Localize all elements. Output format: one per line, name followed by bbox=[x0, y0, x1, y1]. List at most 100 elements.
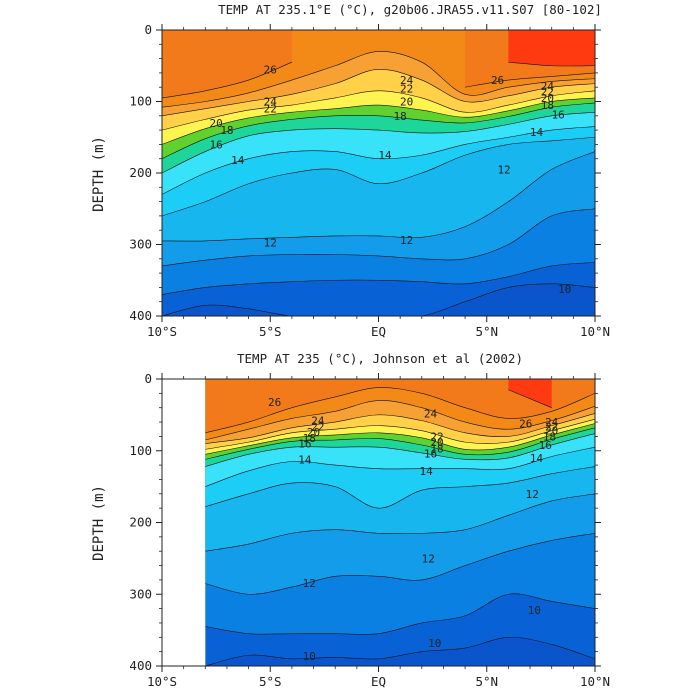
isotherm-12 bbox=[162, 151, 595, 242]
contour-label: 14 bbox=[530, 452, 544, 465]
contour-label: 12 bbox=[497, 163, 510, 176]
contour-label: 22 bbox=[541, 85, 554, 98]
isotherm-13 bbox=[205, 466, 596, 509]
x-tick-label: 10°S bbox=[147, 674, 177, 689]
y-tick-label: 200 bbox=[129, 515, 152, 530]
isotherm-22 bbox=[162, 90, 595, 131]
isotherm-9 bbox=[162, 283, 595, 316]
isotherm-26 bbox=[465, 72, 595, 88]
contour-label: 14 bbox=[298, 453, 312, 466]
x-tick-label: 10°N bbox=[580, 674, 610, 689]
contour-label: 14 bbox=[420, 465, 434, 478]
y-tick-label: 0 bbox=[144, 22, 152, 37]
y-tick-label: 100 bbox=[129, 443, 152, 458]
isotherm-24 bbox=[205, 413, 596, 444]
temperature-band-26 bbox=[162, 30, 292, 98]
isotherm-20 bbox=[162, 97, 595, 145]
contour-label: 16 bbox=[552, 108, 565, 121]
contour-label: 12 bbox=[264, 236, 277, 249]
contour-label: 16 bbox=[424, 448, 437, 461]
chart-title: TEMP AT 235.1°E (°C), g20b06.JRA55.v11.S… bbox=[218, 2, 602, 17]
x-tick-label: EQ bbox=[371, 324, 386, 339]
isotherm-25 bbox=[205, 400, 596, 441]
isotherm-12 bbox=[205, 493, 596, 552]
contour-label: 12 bbox=[400, 234, 413, 247]
contour-label: 26 bbox=[264, 63, 277, 76]
y-tick-label: 0 bbox=[144, 371, 152, 386]
panel-model: TEMP AT 235.1°E (°C), g20b06.JRA55.v11.S… bbox=[91, 2, 610, 339]
contour-label: 24 bbox=[264, 96, 278, 109]
temperature-band-27 bbox=[508, 379, 552, 408]
x-tick-label: 5°N bbox=[475, 674, 498, 689]
y-axis-label: DEPTH (m) bbox=[91, 136, 107, 212]
contour-label: 20 bbox=[541, 92, 554, 105]
contour-label: 16 bbox=[210, 138, 223, 151]
isotherm-26 bbox=[162, 61, 293, 99]
contour-label: 20 bbox=[545, 425, 558, 438]
contour-label: 14 bbox=[378, 149, 392, 162]
y-tick-label: 100 bbox=[129, 94, 152, 109]
contour-label: 24 bbox=[545, 416, 559, 429]
isotherm-24 bbox=[162, 69, 595, 117]
temperature-band-26 bbox=[205, 379, 596, 433]
isotherm-11 bbox=[162, 208, 595, 267]
x-tick-label: 5°N bbox=[475, 324, 498, 339]
contour-label: 26 bbox=[519, 417, 532, 430]
isotherm-14 bbox=[162, 126, 595, 195]
contour-label: 10 bbox=[528, 604, 541, 617]
contour-label: 18 bbox=[543, 430, 556, 443]
isotherm-11 bbox=[205, 532, 596, 595]
isotherm-22 bbox=[205, 418, 596, 450]
y-tick-label: 300 bbox=[129, 586, 152, 601]
contour-label: 24 bbox=[541, 80, 555, 93]
x-tick-label: 5°S bbox=[259, 674, 282, 689]
contour-label: 18 bbox=[394, 110, 407, 123]
isotherm-16 bbox=[162, 111, 595, 174]
contour-label: 26 bbox=[491, 74, 504, 87]
isotherm-14 bbox=[205, 446, 596, 487]
contour-label: 14 bbox=[530, 126, 544, 139]
temperature-band-27 bbox=[508, 30, 595, 67]
y-tick-label: 400 bbox=[129, 658, 152, 673]
contour-label: 20 bbox=[400, 96, 413, 109]
x-tick-label: 5°S bbox=[259, 324, 282, 339]
contour-label: 18 bbox=[220, 124, 233, 137]
isotherm-18 bbox=[205, 427, 596, 460]
contour-label: 24 bbox=[311, 415, 325, 428]
contour-label: 20 bbox=[210, 117, 223, 130]
isotherm-25 bbox=[162, 51, 595, 108]
contour-label: 22 bbox=[264, 103, 277, 116]
contour-label: 18 bbox=[430, 443, 443, 456]
isotherm-16 bbox=[205, 433, 596, 467]
contour-label: 20 bbox=[430, 436, 443, 449]
contour-label: 18 bbox=[541, 99, 554, 112]
isotherm-9 bbox=[205, 636, 596, 666]
contour-label: 16 bbox=[539, 439, 552, 452]
contour-label: 24 bbox=[424, 407, 438, 420]
contour-label: 12 bbox=[422, 552, 435, 565]
panel-observations: TEMP AT 235 (°C), Johnson et al (2002) 2… bbox=[91, 351, 610, 689]
contour-label: 10 bbox=[428, 637, 441, 650]
contour-label: 24 bbox=[400, 74, 414, 87]
isotherm-18 bbox=[162, 102, 595, 159]
y-axis-label: DEPTH (m) bbox=[91, 485, 107, 561]
chart-title: TEMP AT 235 (°C), Johnson et al (2002) bbox=[237, 351, 523, 366]
contour-label: 22 bbox=[311, 420, 324, 433]
isotherm-10 bbox=[162, 262, 595, 295]
isotherm-20 bbox=[205, 423, 596, 455]
isotherm-27 bbox=[508, 389, 552, 408]
contour-label: 22 bbox=[400, 83, 413, 96]
x-tick-label: EQ bbox=[371, 674, 386, 689]
contour-label: 22 bbox=[430, 430, 443, 443]
contour-label: 22 bbox=[545, 420, 558, 433]
y-tick-label: 400 bbox=[129, 308, 152, 323]
isotherm-26 bbox=[205, 387, 596, 434]
contour-label: 16 bbox=[298, 438, 311, 451]
contour-label: 18 bbox=[303, 432, 316, 445]
y-tick-label: 200 bbox=[129, 165, 152, 180]
x-tick-label: 10°N bbox=[580, 324, 610, 339]
contour-label: 10 bbox=[558, 283, 571, 296]
